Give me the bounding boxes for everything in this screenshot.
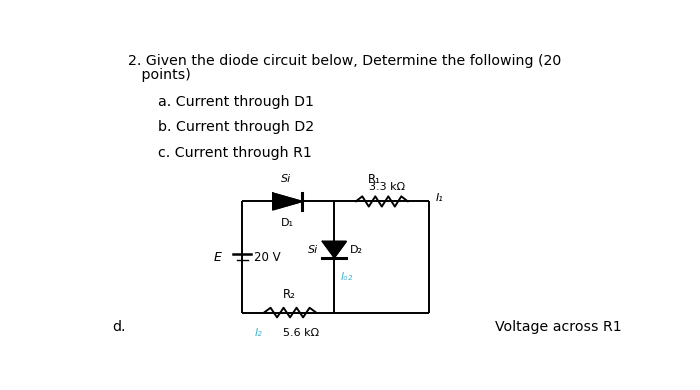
Text: 20 V: 20 V (254, 250, 281, 264)
Text: b. Current through D2: b. Current through D2 (158, 121, 314, 135)
Text: 3.3 kΩ: 3.3 kΩ (369, 183, 405, 192)
Text: D₁: D₁ (281, 218, 294, 228)
Text: R₂: R₂ (283, 287, 295, 301)
Polygon shape (323, 241, 346, 258)
Text: Iₒ₂: Iₒ₂ (341, 271, 354, 282)
Text: 5.6 kΩ: 5.6 kΩ (283, 328, 319, 338)
Text: I₂: I₂ (255, 328, 262, 338)
Text: d.: d. (112, 321, 125, 335)
Text: a. Current through D1: a. Current through D1 (158, 95, 314, 109)
Text: 2. Given the diode circuit below, Determine the following (20: 2. Given the diode circuit below, Determ… (128, 54, 561, 68)
Text: Si: Si (308, 245, 318, 255)
Text: Si: Si (281, 174, 291, 184)
Text: c. Current through R1: c. Current through R1 (158, 146, 312, 160)
Text: E: E (214, 250, 221, 264)
Text: R₁: R₁ (368, 172, 381, 186)
Text: Voltage across R1: Voltage across R1 (495, 321, 622, 335)
Text: points): points) (128, 68, 191, 82)
Text: D₂: D₂ (349, 245, 363, 255)
Polygon shape (273, 193, 302, 210)
Text: I₁: I₁ (436, 193, 444, 204)
